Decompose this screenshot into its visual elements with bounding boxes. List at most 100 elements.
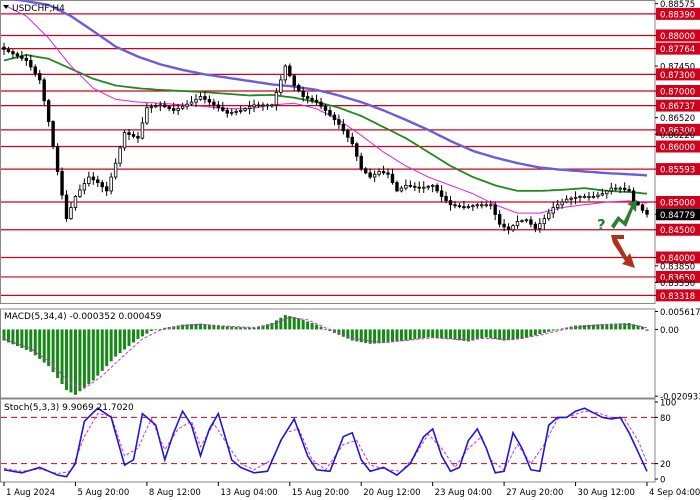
candle-body [78,189,82,197]
macd-bar [310,323,314,330]
price-level-tag [656,163,700,176]
candle-body [176,107,180,111]
macd-bar [51,329,55,373]
macd-tick-label: 0.005617 [660,308,700,318]
candle-body [292,75,296,86]
macd-bar [645,329,649,331]
macd-bar [60,329,64,385]
macd-bar [140,329,144,337]
macd-bar [457,329,461,341]
macd-bar [426,329,430,338]
macd-bar [547,329,551,332]
macd-bar [82,329,86,388]
price-level-tag [656,68,700,81]
candle-body [542,218,546,225]
macd-bar [301,319,305,330]
macd-bar [131,329,135,343]
macd-bar [408,329,412,340]
candle-body [529,219,533,225]
price-panel-frame [0,0,656,304]
macd-bar [591,324,595,330]
candle-body [471,205,475,208]
time-tick-label: 30 Aug 12:00 [578,488,635,498]
macd-bar [190,324,194,330]
price-level-tag [656,123,700,136]
candle-body [435,184,439,192]
price-level-label: 0.85593 [660,166,695,176]
macd-bar [605,323,609,330]
macd-bar [257,326,261,330]
candle-body [131,134,136,137]
macd-bar [502,329,506,341]
stoch-label: Stoch(5,3,3) 9.9069 21.7020 [4,403,134,413]
macd-bar [516,329,520,340]
candle-body [587,196,591,198]
macd-panel: 0.005617 0.00 -0.020933 [2,308,700,403]
macd-bar [417,329,421,339]
candle-body [515,221,520,226]
candle-body [399,187,404,192]
macd-bar [212,325,216,330]
macd-bar [123,329,127,350]
candle-body [252,104,256,108]
macd-bar [149,329,153,332]
macd-bar [24,329,28,350]
candle-body [564,198,569,203]
moving-average-mid [3,53,648,195]
macd-bar [350,329,354,341]
macd-bar [382,329,386,344]
price-level-tag [656,289,700,302]
macd-bar [127,329,131,347]
macd-bar [265,324,269,330]
candle-body [51,121,55,147]
macd-bar [551,329,555,331]
time-tick-label: 8 Aug 12:00 [149,488,201,498]
macd-bar [623,323,627,330]
candle-body [547,212,551,220]
candle-body [145,107,149,124]
down-arrow-shape [611,235,635,268]
candle-body [167,106,171,109]
macd-bar [69,329,73,393]
price-tick-label: 0.86220 [660,131,695,141]
macd-bar [399,329,403,342]
candle-body [591,196,596,198]
macd-bar [154,329,158,331]
stochastic-panel: 100 80 20 0 [1,399,676,486]
candle-body [91,176,96,181]
stoch-panel-frame [0,398,656,483]
candle-body [422,186,426,189]
candle-body [484,204,488,207]
price-candles [2,42,649,235]
candle-body [198,96,203,100]
candle-body [582,196,587,198]
candle-body [323,105,328,111]
macd-bar [234,326,238,330]
macd-bar [243,327,247,330]
candle-body [497,214,502,225]
candle-body [404,184,408,189]
candle-body [158,104,162,107]
candle-body [15,53,20,57]
macd-bar [373,329,377,344]
candle-body [136,135,140,139]
symbol-dropdown-icon[interactable] [3,5,9,9]
macd-bar [422,329,426,339]
candle-body [506,226,511,231]
price-level-label: 0.87764 [660,45,695,55]
macd-bar [364,329,368,343]
macd-bar [355,329,359,342]
symbol-label: USDCHF,H4 [12,4,65,14]
macd-bar [114,329,118,357]
candle-body [631,190,636,203]
macd-bar [279,317,283,330]
candle-body [605,190,609,195]
price-level-tag [656,85,700,98]
price-level-label: 0.88000 [660,32,695,42]
candle-body [555,204,560,208]
time-tick-label: 5 Aug 20:00 [77,488,129,498]
candle-body [363,168,368,174]
candle-body [328,110,332,116]
macd-bar [261,325,265,330]
candle-body [212,101,216,106]
